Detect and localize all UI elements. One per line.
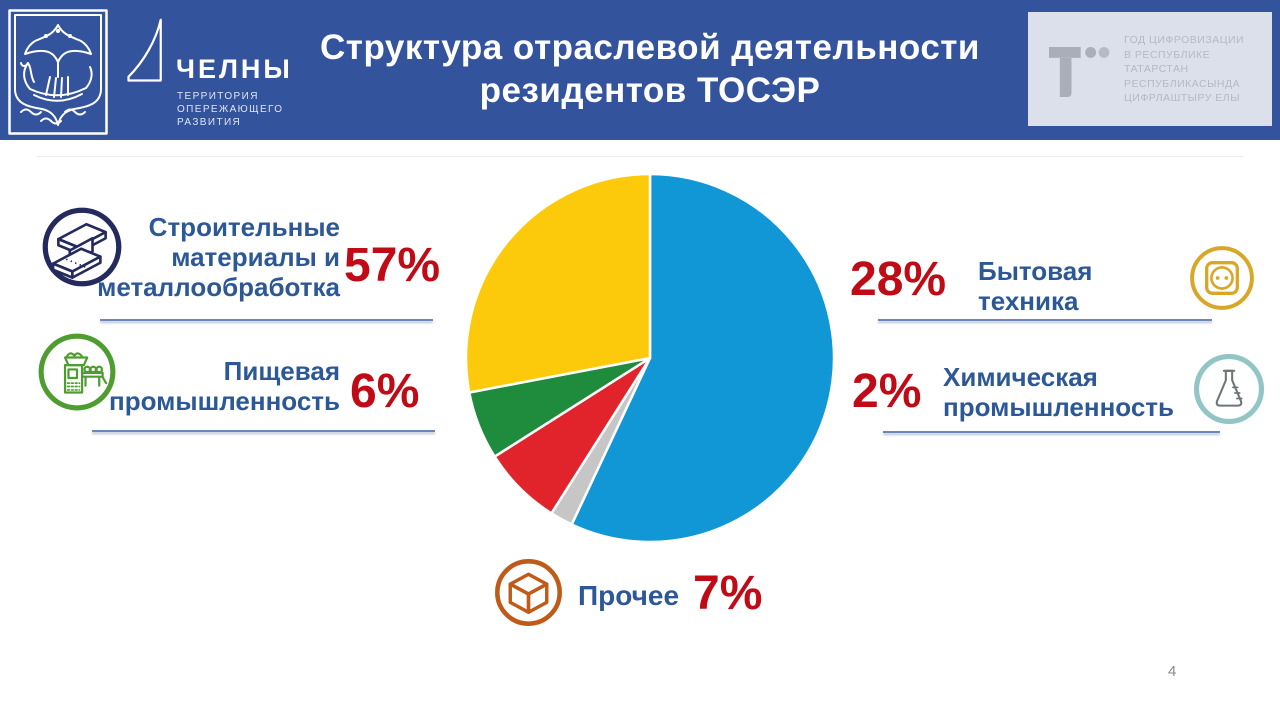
pie-slice-0 [570, 172, 836, 544]
boat-emblem-icon [8, 9, 108, 135]
chelny-logo-tagline: ТЕРРИТОРИЯ ОПЕРЕЖАЮЩЕГО РАЗВИТИЯ [177, 91, 284, 128]
steel-beam-icon [42, 207, 122, 287]
header-divider [36, 156, 1244, 157]
callout-food-percent: 6% [350, 365, 420, 418]
flask-icon [1193, 353, 1265, 425]
callout-construction-underline [100, 319, 433, 321]
slide-title-line2: резидентов ТОСЭР [479, 71, 821, 110]
city-coat-of-arms [8, 9, 108, 135]
digital-year-t-logo-icon [1049, 47, 1110, 97]
callout-construction-percent: 57% [344, 239, 441, 292]
callout-other-label: Прочее [578, 580, 680, 611]
callout-construction-label: Строительные материалы и металлообработк… [97, 212, 340, 302]
callout-appliances-percent: 28% [850, 253, 947, 306]
sail-logo-icon [127, 18, 162, 82]
chelny-logo-name: ЧЕЛНЫ [176, 54, 293, 84]
callout-appliances-label: Бытовая техника [978, 256, 1093, 316]
callout-chemical-underline [883, 431, 1220, 433]
callout-chemical-percent: 2% [852, 365, 922, 418]
slide-title-line1: Структура отраслевой деятельности [320, 28, 980, 67]
header-bar: ЧЕЛНЫ ТЕРРИТОРИЯ ОПЕРЕЖАЮЩЕГО РАЗВИТИЯ С… [0, 0, 1280, 140]
power-socket-icon [1190, 246, 1254, 310]
food-factory-icon [38, 333, 116, 411]
callout-other-percent: 7% [693, 567, 763, 620]
callout-food-label: Пищевая промышленность [109, 356, 340, 416]
digital-year-panel: ГОД ЦИФРОВИЗАЦИИ В РЕСПУБЛИКЕ ТАТАРСТАН … [1028, 12, 1272, 126]
slide-title: Структура отраслевой деятельности резиде… [280, 26, 1020, 112]
page-number: 4 [1168, 663, 1177, 680]
digital-year-text: ГОД ЦИФРОВИЗАЦИИ В РЕСПУБЛИКЕ ТАТАРСТАН … [1124, 34, 1245, 104]
callout-chemical-label: Химическая промышленность [943, 362, 1174, 422]
pie-slice-4 [464, 172, 652, 394]
pie-chart [464, 172, 836, 544]
box-icon [495, 559, 562, 626]
callout-food-underline [92, 430, 435, 432]
callout-appliances-underline [878, 319, 1212, 321]
